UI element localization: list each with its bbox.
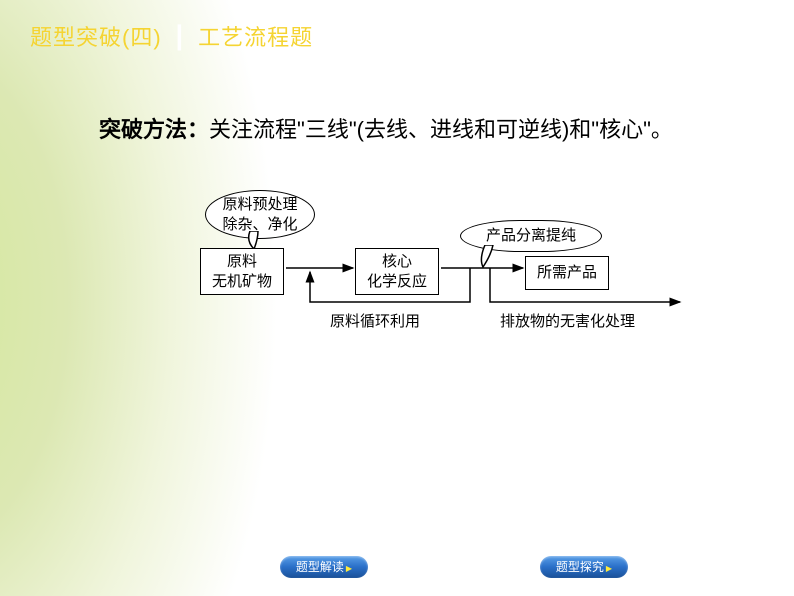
bubble-pre-line2: 除杂、净化: [222, 216, 297, 233]
box-core-line1: 核心: [382, 253, 412, 270]
box-core-line2: 化学反应: [367, 273, 427, 290]
header-prefix: 题型突破(四): [30, 25, 162, 50]
footer-nav: 题型解读 题型探究: [0, 556, 794, 584]
nav-exploration-button[interactable]: 题型探究: [540, 556, 628, 578]
label-waste: 排放物的无害化处理: [500, 310, 635, 331]
bubble-separation: 产品分离提纯: [460, 220, 602, 252]
box-raw-material: 原料 无机矿物: [200, 248, 284, 295]
method-label: 突破方法：: [99, 117, 209, 142]
method-text: 关注流程"三线"(去线、进线和可逆线)和"核心"。: [209, 117, 673, 142]
bubble-sep-text: 产品分离提纯: [486, 227, 576, 244]
header-title: 工艺流程题: [198, 25, 313, 50]
box-raw-line2: 无机矿物: [212, 273, 272, 290]
flowchart-diagram: 原料预处理 除杂、净化 产品分离提纯 原料 无机矿物 核心 化学反应 所需产品: [180, 190, 690, 360]
bubble-pretreatment: 原料预处理 除杂、净化: [205, 190, 315, 239]
box-raw-line1: 原料: [227, 253, 257, 270]
box-prod-text: 所需产品: [537, 264, 597, 281]
bubble-tail-icon: [479, 245, 499, 269]
box-core-reaction: 核心 化学反应: [355, 248, 439, 295]
box-product: 所需产品: [525, 256, 609, 290]
content-text: 突破方法：关注流程"三线"(去线、进线和可逆线)和"核心"。: [55, 110, 745, 150]
header-separator: ┃: [173, 25, 187, 50]
page-header: 题型突破(四) ┃ 工艺流程题: [30, 20, 313, 52]
nav-interpretation-button[interactable]: 题型解读: [280, 556, 368, 578]
label-recycle: 原料循环利用: [330, 310, 420, 331]
bubble-pre-line1: 原料预处理: [222, 196, 297, 213]
